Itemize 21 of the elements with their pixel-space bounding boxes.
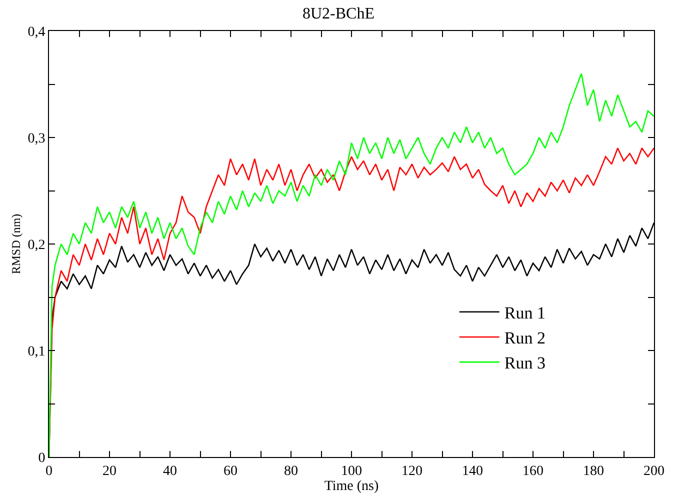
legend-label: Run 1: [504, 304, 546, 322]
y-tick-label: 0,2: [28, 238, 46, 253]
legend-label: Run 2: [504, 328, 546, 348]
x-tick-label: 100: [341, 464, 362, 479]
y-axis-title: RMSD (nm): [9, 214, 23, 274]
x-tick-label: 140: [462, 464, 483, 479]
y-tick-label: 0,1: [28, 344, 46, 360]
x-tick-label: 180: [583, 464, 604, 479]
chart-title: 8U2-BChE: [302, 6, 374, 23]
x-tick-label: 20: [102, 464, 116, 479]
x-tick-label: 200: [644, 464, 664, 479]
x-tick-label: 80: [284, 464, 298, 479]
legend-label: Run 3: [504, 354, 546, 373]
x-tick-label: 60: [224, 464, 238, 479]
x-axis-title: Time (ns): [324, 479, 379, 494]
x-tick-label: 120: [402, 464, 422, 479]
y-tick-label: 0: [38, 450, 46, 466]
x-tick-label: 40: [163, 464, 177, 479]
y-tick-label: 0,3: [28, 131, 46, 146]
y-tick-label: 0,4: [28, 24, 46, 40]
x-tick-label: 160: [522, 464, 544, 479]
